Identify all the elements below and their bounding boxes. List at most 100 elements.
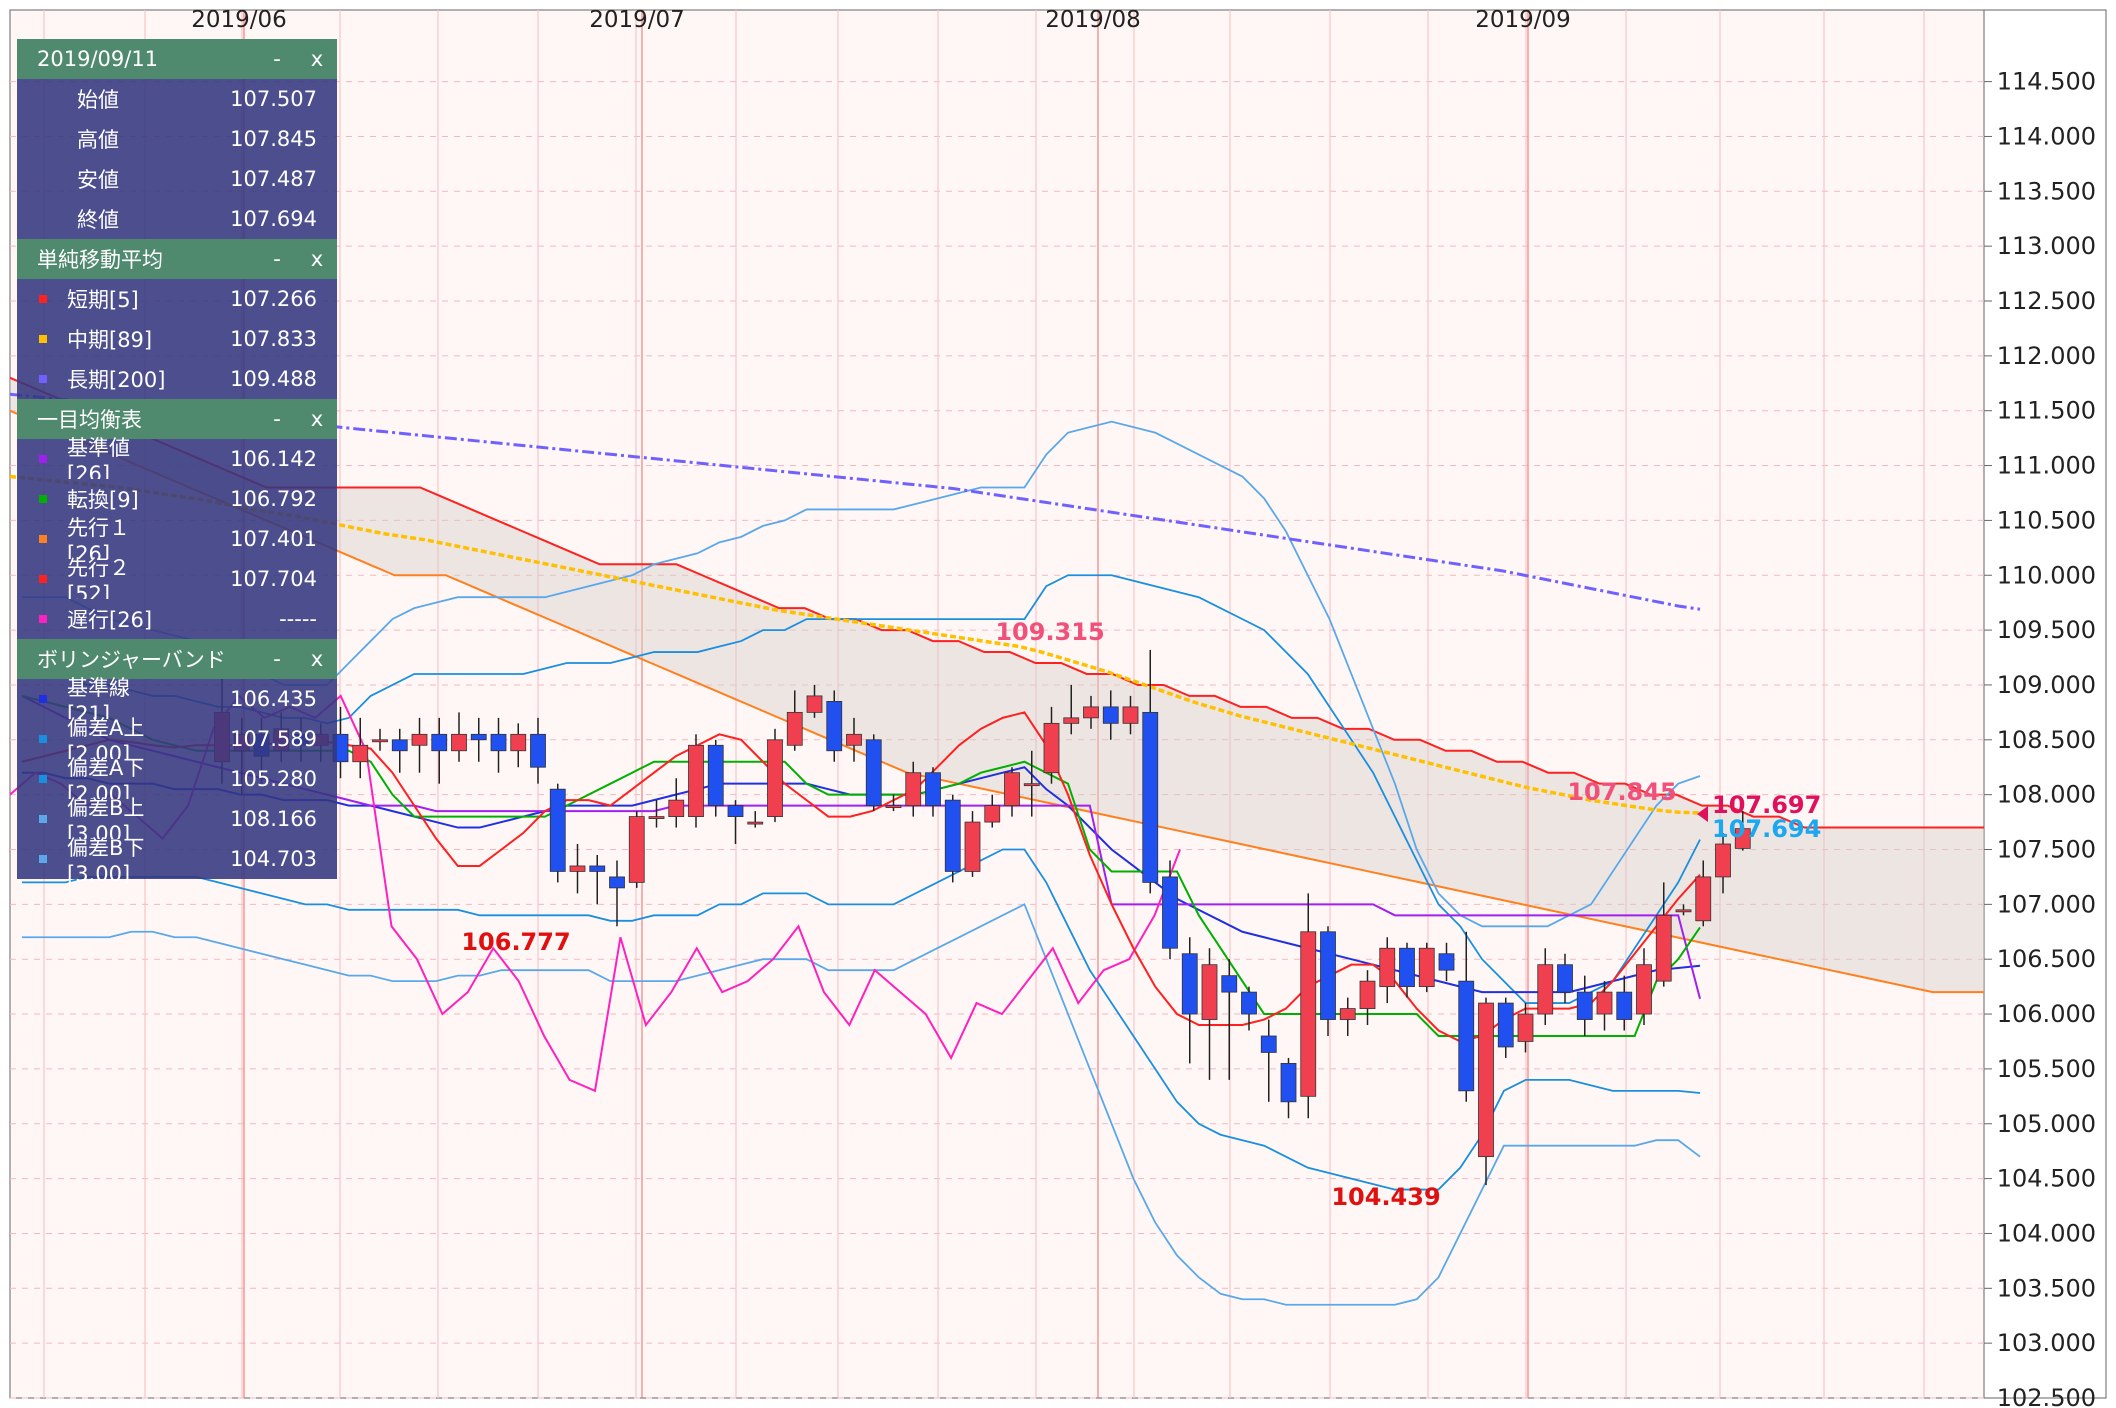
candle-body <box>648 816 665 819</box>
legend-swatch <box>39 695 47 703</box>
legend-swatch <box>39 495 47 503</box>
minimize-button[interactable]: - <box>273 407 281 431</box>
ohlc-row-open: 始値 107.507 <box>17 79 337 119</box>
minimize-button[interactable]: - <box>273 647 281 671</box>
legend-swatch <box>39 575 47 583</box>
price-annotation: 106.777 <box>461 928 570 956</box>
candle-body <box>1300 931 1317 1097</box>
row-value: 107.704 <box>230 567 317 591</box>
sma-row-long: 長期[200] 109.488 <box>17 359 337 399</box>
row-value: 107.589 <box>230 727 317 751</box>
sma-row-mid: 中期[89] 107.833 <box>17 319 337 359</box>
candle-body <box>1675 909 1692 913</box>
candle-body <box>451 733 467 752</box>
candle-body <box>944 799 961 872</box>
x-tick-label: 2019/06 <box>191 7 287 33</box>
ohlc-row-low: 安値 107.487 <box>17 159 337 199</box>
candle-body <box>1695 876 1712 922</box>
candle-body <box>1399 947 1415 988</box>
row-value: 107.694 <box>230 207 317 231</box>
close-button[interactable]: x <box>310 47 324 71</box>
y-tick-label: 110.500 <box>1997 506 2096 534</box>
candle-body <box>609 876 625 889</box>
y-tick-label: 104.000 <box>1997 1219 2096 1247</box>
legend-swatch <box>39 615 47 623</box>
minimize-button[interactable]: - <box>273 247 281 271</box>
row-label: 基準値[26] <box>67 436 130 486</box>
row-label: 偏差B下[3.00] <box>67 836 145 886</box>
bollinger-row-mid: 基準線[21] 106.435 <box>17 676 337 726</box>
y-tick-label: 102.500 <box>1997 1384 2096 1408</box>
candle-body <box>826 701 843 752</box>
x-tick-label: 2019/08 <box>1045 7 1141 33</box>
price-annotation: 107.697 <box>1712 791 1821 819</box>
row-value: ----- <box>279 607 317 631</box>
legend-swatch <box>39 295 47 303</box>
series-line <box>9 409 1984 994</box>
row-label: 偏差B上[3.00] <box>67 796 145 846</box>
bollinger-row-b-upper: 偏差B上[3.00] 108.166 <box>17 796 337 846</box>
y-tick-label: 111.000 <box>1997 452 2096 480</box>
candle-body <box>668 799 685 817</box>
candle-body <box>1260 1035 1277 1053</box>
candle-body <box>1576 991 1593 1020</box>
candle-body <box>1636 964 1652 1015</box>
candle-body <box>1616 991 1633 1020</box>
candle-body <box>549 788 566 872</box>
series-line <box>22 903 1701 1306</box>
row-value: 109.488 <box>230 367 317 391</box>
candle-body <box>767 739 783 817</box>
candle-body <box>1102 706 1119 724</box>
row-value: 104.703 <box>230 847 317 871</box>
price-annotation: 107.694 <box>1712 815 1821 843</box>
candle-body <box>1320 931 1336 1020</box>
candle-body <box>1043 722 1060 774</box>
minimize-button[interactable]: - <box>273 47 281 71</box>
ichimoku-title: 一目均衡表 <box>37 408 142 432</box>
candle-body <box>1379 947 1396 988</box>
y-tick-label: 103.500 <box>1997 1274 2096 1302</box>
ichimoku-row-tenkan: 転換[9] 106.792 <box>17 479 337 519</box>
candle-body <box>490 733 507 752</box>
candle-body <box>1715 843 1731 878</box>
y-tick-label: 113.000 <box>1997 232 2096 260</box>
candle-body <box>846 733 862 746</box>
y-tick-label: 109.000 <box>1997 671 2096 699</box>
ichimoku-row-kijun: 基準値[26] 106.142 <box>17 436 337 486</box>
row-value: 107.833 <box>230 327 317 351</box>
row-value: 107.266 <box>230 287 317 311</box>
candle-body <box>786 711 803 746</box>
row-label: 終値 <box>77 208 119 232</box>
legend-swatch <box>39 335 47 343</box>
candle-body <box>885 805 902 809</box>
series-line <box>22 848 1701 1191</box>
candle-body <box>1122 706 1139 724</box>
candle-body <box>925 772 941 807</box>
kumo-cloud <box>10 377 1984 993</box>
candle-body <box>411 733 428 746</box>
ohlc-date: 2019/09/11 <box>37 47 159 71</box>
row-label: 遅行[26] <box>67 608 153 632</box>
candle-body <box>1478 1002 1494 1158</box>
close-button[interactable]: x <box>310 247 324 271</box>
y-tick-label: 114.000 <box>1997 122 2096 150</box>
y-axis-area <box>1983 9 2107 1399</box>
ohlc-row-close: 終値 107.694 <box>17 199 337 239</box>
legend-swatch <box>39 535 47 543</box>
y-tick-label: 107.000 <box>1997 890 2096 918</box>
candle-body <box>1359 980 1376 1009</box>
candle-body <box>1339 1008 1356 1020</box>
y-tick-label: 105.000 <box>1997 1110 2096 1138</box>
candle-body <box>1557 964 1573 993</box>
plot-area <box>9 9 1985 1399</box>
candle-body <box>1497 1002 1514 1048</box>
y-tick-label: 107.500 <box>1997 836 2096 864</box>
close-button[interactable]: x <box>310 407 324 431</box>
y-tick-label: 111.500 <box>1997 397 2096 425</box>
candle-body <box>1458 980 1475 1092</box>
bollinger-header: ボリンジャーバンド - x <box>17 639 337 679</box>
close-button[interactable]: x <box>310 647 324 671</box>
y-tick-label: 109.500 <box>1997 616 2096 644</box>
row-value: 107.507 <box>230 87 317 111</box>
